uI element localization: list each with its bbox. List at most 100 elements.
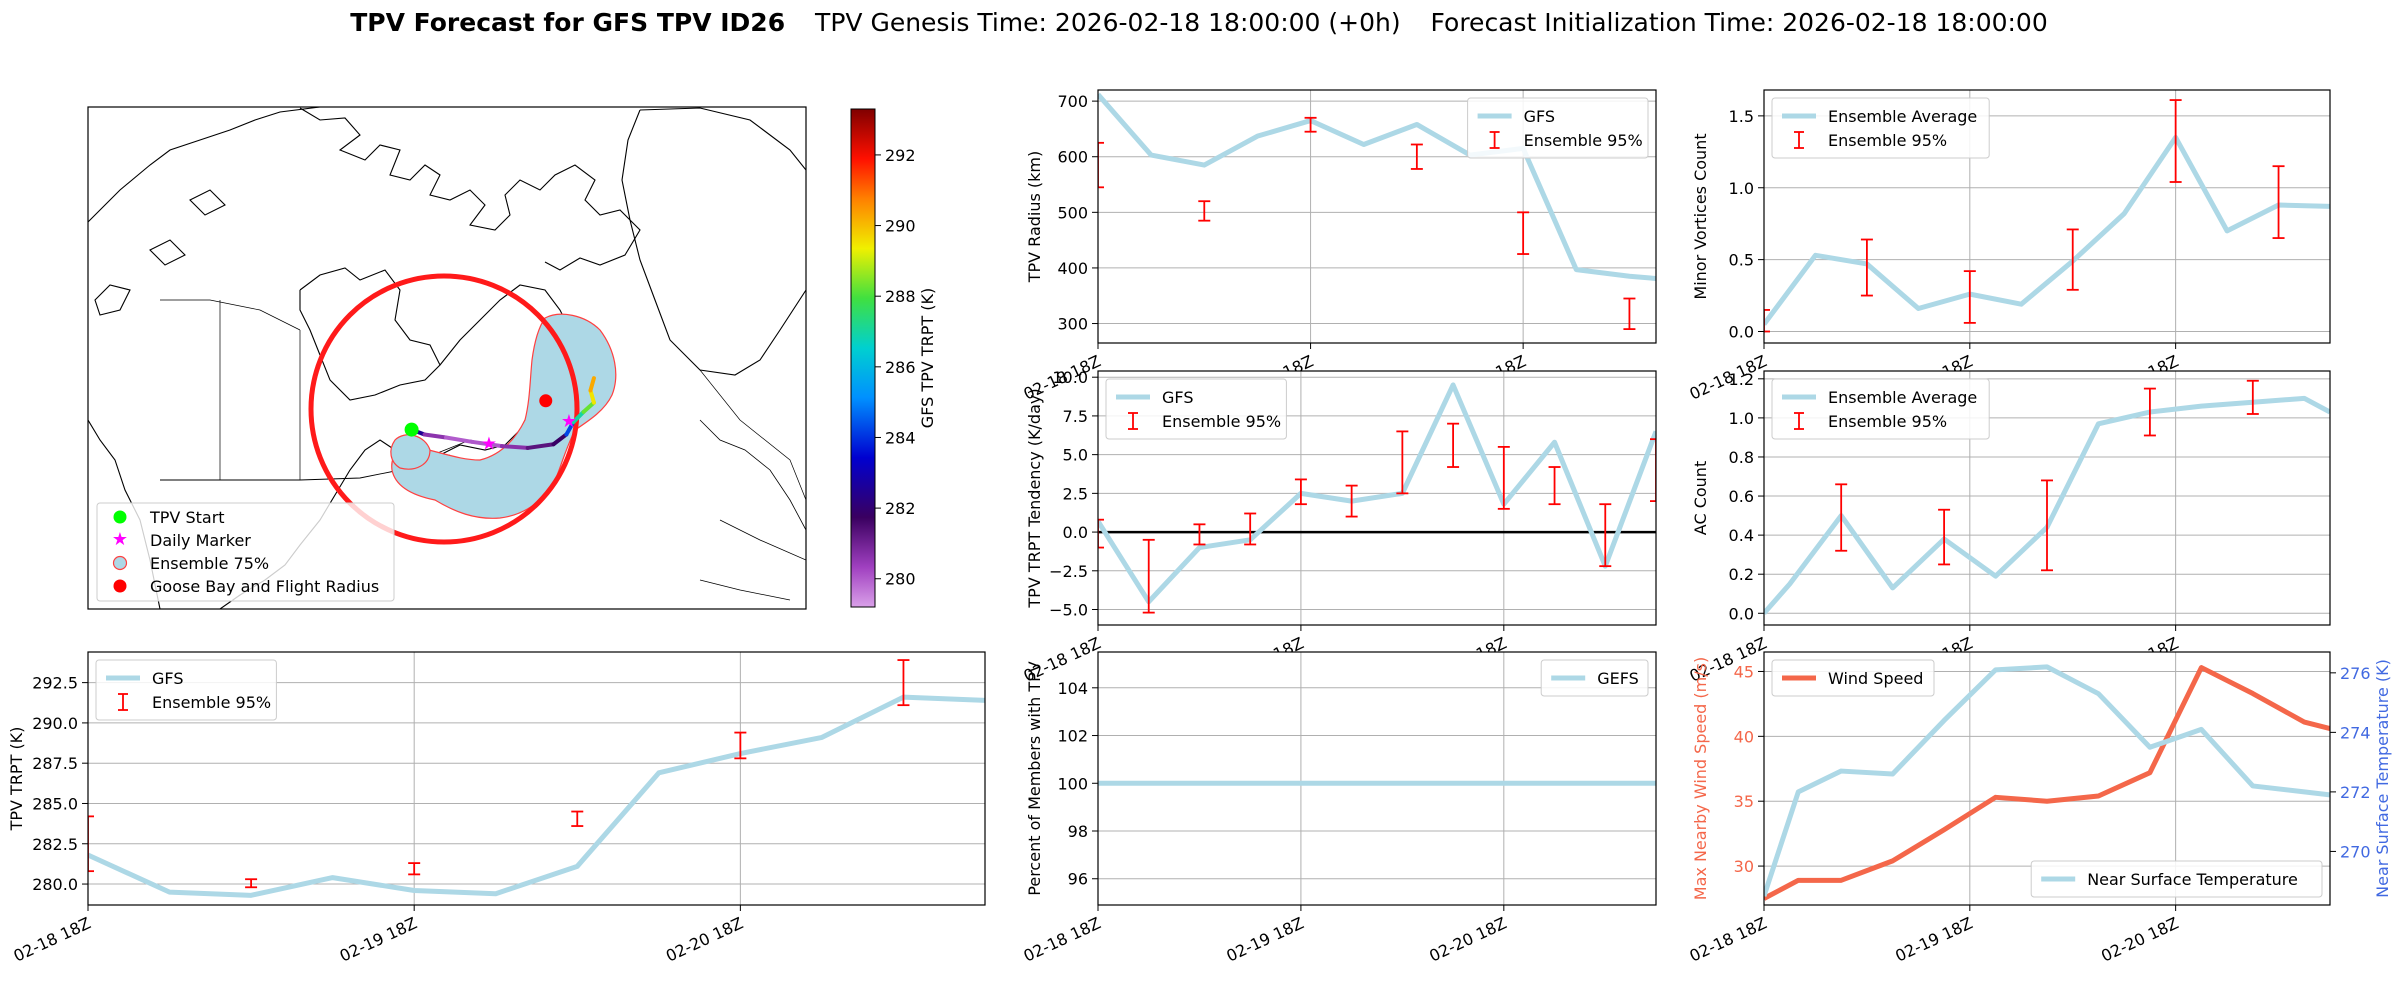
y-tick-label: 600: [1057, 148, 1088, 167]
error-bar: [1548, 466, 1561, 506]
colorbar-tick-label: 290: [885, 217, 916, 236]
plot-frame: [1097, 370, 1657, 626]
track-segment: [551, 432, 569, 447]
y-tick-label: 287.5: [32, 754, 78, 773]
y-tick-label: 2.5: [1063, 484, 1088, 503]
y-tick-label: 500: [1057, 203, 1088, 222]
y-tick-label: 35: [1734, 792, 1754, 811]
error-bar: [2143, 387, 2156, 437]
y-tick-label: 100: [1057, 774, 1088, 793]
tpv-start-marker: [404, 422, 419, 437]
legend-box: [95, 659, 277, 721]
x-tick-label: 02-18 18Z: [1021, 913, 1104, 965]
legend: GFS Ensemble 95%: [1467, 97, 1649, 159]
colorbar-tick-label: 280: [885, 570, 916, 589]
series-line: [1098, 92, 1656, 282]
europe-coast: [699, 419, 806, 601]
legend-label: GFS: [1162, 388, 1193, 407]
y-tick-label: 7.5: [1063, 407, 1088, 426]
series-line: [1764, 134, 2330, 326]
y-tick-label: 1.0: [1729, 409, 1754, 428]
colorbar-tick-label: 288: [885, 287, 916, 306]
error-bar: [1447, 422, 1460, 468]
legend-box: [1771, 659, 1935, 697]
legend-label: Ensemble 95%: [1828, 412, 1947, 431]
legend-daily-marker: Daily Marker: [150, 531, 251, 550]
error-bar: [1304, 116, 1317, 133]
plot-content: [1098, 382, 1656, 614]
series-line: [88, 694, 985, 898]
y-axis-label: TPV TRPT Tendency (K/day): [1025, 388, 1044, 608]
error-bar: [1098, 141, 1104, 189]
map-legend-box: [96, 502, 395, 602]
track-segment: [571, 409, 586, 425]
legend-box: [1105, 378, 1287, 440]
colorbar-tick-label: 286: [885, 358, 916, 377]
track-segment: [469, 439, 504, 449]
plot-content: [1098, 92, 1656, 330]
error-bar: [1294, 478, 1307, 506]
error-bar: [408, 862, 421, 876]
map-panel: ★★ TPV Start ★ Daily Marker Ensemble 75%…: [87, 106, 807, 610]
error-bar: [2066, 228, 2079, 291]
error-bar: [2041, 479, 2053, 572]
figure-title: TPV Forecast for GFS TPV ID26 TPV Genesi…: [350, 8, 2048, 37]
coastline-greenland: [621, 107, 806, 376]
legend-label: Ensemble 95%: [1524, 131, 1643, 150]
y-tick-label: 700: [1057, 92, 1088, 111]
plot-frame: [1097, 89, 1657, 344]
error-bar: [734, 731, 747, 760]
error-bar: [245, 878, 258, 889]
legend-tpv-start: TPV Start: [149, 508, 225, 527]
legend-box: [1771, 378, 1990, 440]
y-axis-label: TPV TRPT (K): [7, 727, 26, 832]
percent-members-chart: 96 98 100 102 104 02-18 18Z 02-19 18Z 02-20 18Z…: [1021, 651, 1657, 966]
error-bar: [1650, 438, 1656, 502]
error-bar: [1410, 143, 1423, 170]
daily-marker: ★: [561, 411, 577, 432]
legend-label: Ensemble 95%: [1162, 412, 1281, 431]
legend-label: GFS: [152, 669, 183, 688]
y-axis-label: AC Count: [1691, 461, 1710, 535]
trpt-chart: 280.0 282.5 285.0 287.5 290.0 292.5 02-18 18Z 0…: [7, 651, 986, 966]
colorbar-tick-label: 292: [885, 146, 916, 165]
track-segment: [499, 444, 530, 450]
error-bar: [1599, 503, 1612, 568]
y-right-tick-label: 274: [2340, 723, 2371, 742]
legend-label: Ensemble 95%: [152, 693, 271, 712]
y-tick-label: 40: [1734, 727, 1754, 746]
x-tick-label: 02-19 18Z: [1223, 913, 1306, 965]
error-bar: [88, 815, 94, 873]
plot-content: [1764, 664, 2330, 901]
legend-box: [1771, 97, 1990, 159]
legend-label: Wind Speed: [1828, 669, 1923, 688]
coastline-alaska: [88, 107, 321, 223]
y-tick-label: 1.0: [1729, 179, 1754, 198]
y-axis-label: Minor Vortices Count: [1691, 133, 1710, 299]
plot-frame: [1763, 370, 2331, 626]
series-line-wind: [1764, 665, 2330, 901]
legend-box: [1467, 97, 1649, 159]
x-tick-label: 02-20 18Z: [2098, 913, 2181, 965]
y-tick-label: 300: [1057, 315, 1088, 334]
daily-marker: ★: [481, 434, 497, 455]
map-markers: ★★: [404, 394, 577, 455]
colorbar-gradient: [850, 108, 876, 608]
y-tick-label: 0.4: [1729, 526, 1754, 545]
plot-content: [88, 659, 985, 898]
wind-temperature-chart: 30 35 40 45 02-18 18Z 02-19 18Z 02-20 18Z Max N…: [1687, 651, 2392, 966]
y-tick-label: 96: [1068, 870, 1088, 889]
legend: Ensemble Average Ensemble 95%: [1771, 97, 1990, 159]
y-axis-label: Percent of Members with TPV: [1025, 661, 1044, 895]
error-bar: [2272, 165, 2285, 239]
legend-daily-marker-icon: ★: [112, 529, 128, 550]
goose-bay-marker: [539, 394, 553, 408]
y-right-axis-label: Near Surface Temperature (K): [2373, 659, 2392, 898]
y-tick-label: 292.5: [32, 674, 78, 693]
y-tick-label: 45: [1734, 662, 1754, 681]
series-line-temperature: [1764, 664, 2330, 897]
error-bar: [2169, 99, 2182, 183]
error-bar: [1623, 297, 1636, 330]
x-tick-label: 02-19 18Z: [337, 913, 420, 965]
